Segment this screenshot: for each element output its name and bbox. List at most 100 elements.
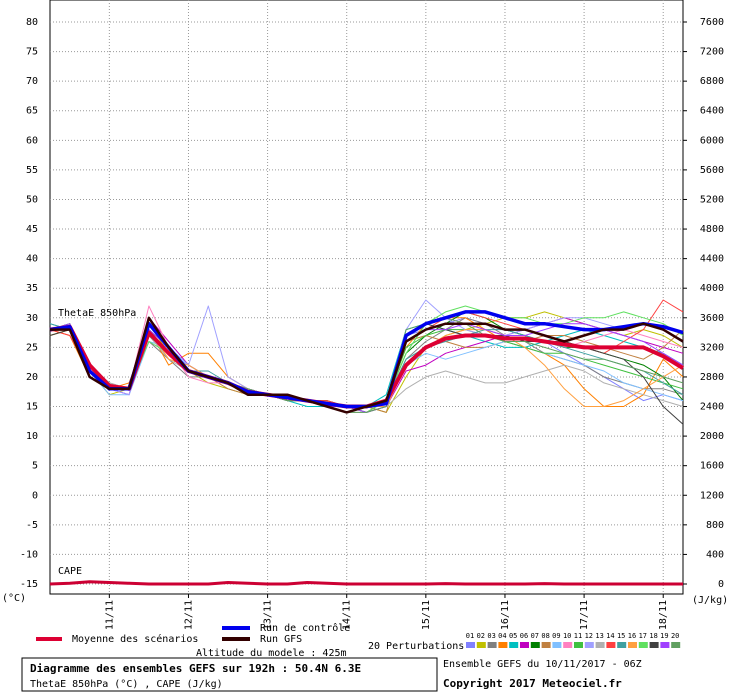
legend-swatch <box>617 642 627 648</box>
legend-swatch <box>541 642 551 648</box>
y-tick-label: 50 <box>26 194 38 205</box>
legend-swatch <box>584 642 594 648</box>
legend-label: 12 <box>585 632 593 640</box>
series-line <box>49 580 683 586</box>
legend-label: Run de contrôle <box>260 622 350 634</box>
y-tick-label: 80 <box>26 17 38 28</box>
y2-tick-label: 2400 <box>700 402 724 413</box>
series-line <box>49 311 684 413</box>
y2-tick-label: 7200 <box>700 47 724 58</box>
y2-tick-label: 4800 <box>700 224 724 235</box>
y2-tick-label: 7600 <box>700 17 724 28</box>
legend-label: 19 <box>660 632 668 640</box>
chart-title: Diagramme des ensembles GEFS sur 192h : … <box>30 662 361 675</box>
y-tick-label: 0 <box>32 490 38 501</box>
legend-label: 18 <box>649 632 657 640</box>
legend-swatch <box>476 642 486 648</box>
y2-tick-label: 4000 <box>700 283 724 294</box>
y-tick-label: 55 <box>26 165 38 176</box>
y2-tick-label: 3600 <box>700 313 724 324</box>
legend-swatch <box>509 642 519 648</box>
x-tick-label: 12/11 <box>183 600 194 630</box>
legend-swatch <box>498 642 508 648</box>
legend-swatch <box>671 642 681 648</box>
y-tick-label: 25 <box>26 342 38 353</box>
legend-label: 20 <box>671 632 679 640</box>
legend-label: 14 <box>606 632 614 640</box>
legend-swatch <box>520 642 529 648</box>
y2-tick-label: 5600 <box>700 165 724 176</box>
y-tick-label: 65 <box>26 106 38 117</box>
y-tick-label: 30 <box>26 313 38 324</box>
y2-tick-label: 4400 <box>700 254 724 265</box>
y-tick-label: 10 <box>26 431 38 442</box>
y2-tick-label: 800 <box>706 520 724 531</box>
annotation: ThetaE 850hPa <box>58 308 136 319</box>
legend-label: 10 <box>563 632 571 640</box>
legend-swatch <box>638 642 648 648</box>
chart-subtitle: ThetaE 850hPa (°C) , CAPE (J/kg) <box>30 679 223 690</box>
legend-swatch <box>552 642 562 648</box>
y2-tick-label: 3200 <box>700 342 724 353</box>
legend-label: 13 <box>595 632 603 640</box>
legend-label: 05 <box>509 632 517 640</box>
y-tick-label: -15 <box>20 579 38 590</box>
cape-label: CAPE <box>58 566 82 577</box>
legend-swatch <box>466 642 475 648</box>
y2-tick-label: 2000 <box>700 431 724 442</box>
y2-tick-label: 6400 <box>700 106 724 117</box>
legend-label: Run GFS <box>260 634 302 645</box>
legend-label: 01 <box>466 632 474 640</box>
legend-label: Moyenne des scénarios <box>72 633 198 645</box>
legend-label: 15 <box>617 632 625 640</box>
legend-swatch <box>660 642 670 648</box>
series-line <box>50 316 684 414</box>
altitude: Altitude du modele : 425m <box>196 648 347 659</box>
legend-swatch <box>595 642 605 648</box>
x-tick-label: 15/11 <box>421 600 432 630</box>
y-axis-label: (°C) <box>2 593 26 604</box>
y2-tick-label: 5200 <box>700 194 724 205</box>
y-tick-label: 70 <box>26 76 38 87</box>
y2-axis-label: (J/kg) <box>692 595 728 606</box>
plot-frame <box>49 0 684 595</box>
x-tick-label: 11/11 <box>104 600 115 630</box>
y2-tick-label: 1600 <box>700 461 724 472</box>
y-tick-label: 40 <box>26 254 38 265</box>
y2-tick-label: 400 <box>706 549 724 560</box>
legend-label: 17 <box>639 632 647 640</box>
y-tick-label: 15 <box>26 402 38 413</box>
title-box <box>21 657 438 692</box>
legend-label: 02 <box>477 632 485 640</box>
legend-label: 08 <box>541 632 549 640</box>
y2-tick-label: 6000 <box>700 135 724 146</box>
y-tick-label: 20 <box>26 372 38 383</box>
legend-swatch <box>649 642 659 648</box>
legend-label: 03 <box>487 632 495 640</box>
legend-swatch <box>574 642 583 648</box>
x-tick-label: 13/11 <box>263 600 274 630</box>
y-tick-label: 5 <box>32 461 38 472</box>
x-tick-label: 18/11 <box>658 600 669 630</box>
legend-label: 09 <box>552 632 560 640</box>
legend-swatch <box>628 642 637 648</box>
perturbations-label: 20 Perturbations <box>368 641 464 652</box>
y2-tick-label: 0 <box>718 579 724 590</box>
y2-tick-label: 2800 <box>700 372 724 383</box>
y-tick-label: -5 <box>26 520 38 531</box>
legend-swatch <box>530 642 540 648</box>
x-tick-label: 17/11 <box>579 600 590 630</box>
y-tick-label: 35 <box>26 283 38 294</box>
y-tick-label: 45 <box>26 224 38 235</box>
series-line <box>50 305 684 407</box>
legend-swatch <box>563 642 573 648</box>
y2-tick-label: 6800 <box>700 76 724 87</box>
y2-tick-label: 1200 <box>700 490 724 501</box>
legend-label: 06 <box>520 632 528 640</box>
x-tick-label: 14/11 <box>342 600 353 630</box>
copyright: Copyright 2017 Meteociel.fr <box>443 677 622 690</box>
legend-label: 16 <box>628 632 636 640</box>
y-tick-label: 75 <box>26 47 38 58</box>
legend-swatch <box>487 642 497 648</box>
run-info: Ensemble GEFS du 10/11/2017 - 06Z <box>443 659 642 670</box>
